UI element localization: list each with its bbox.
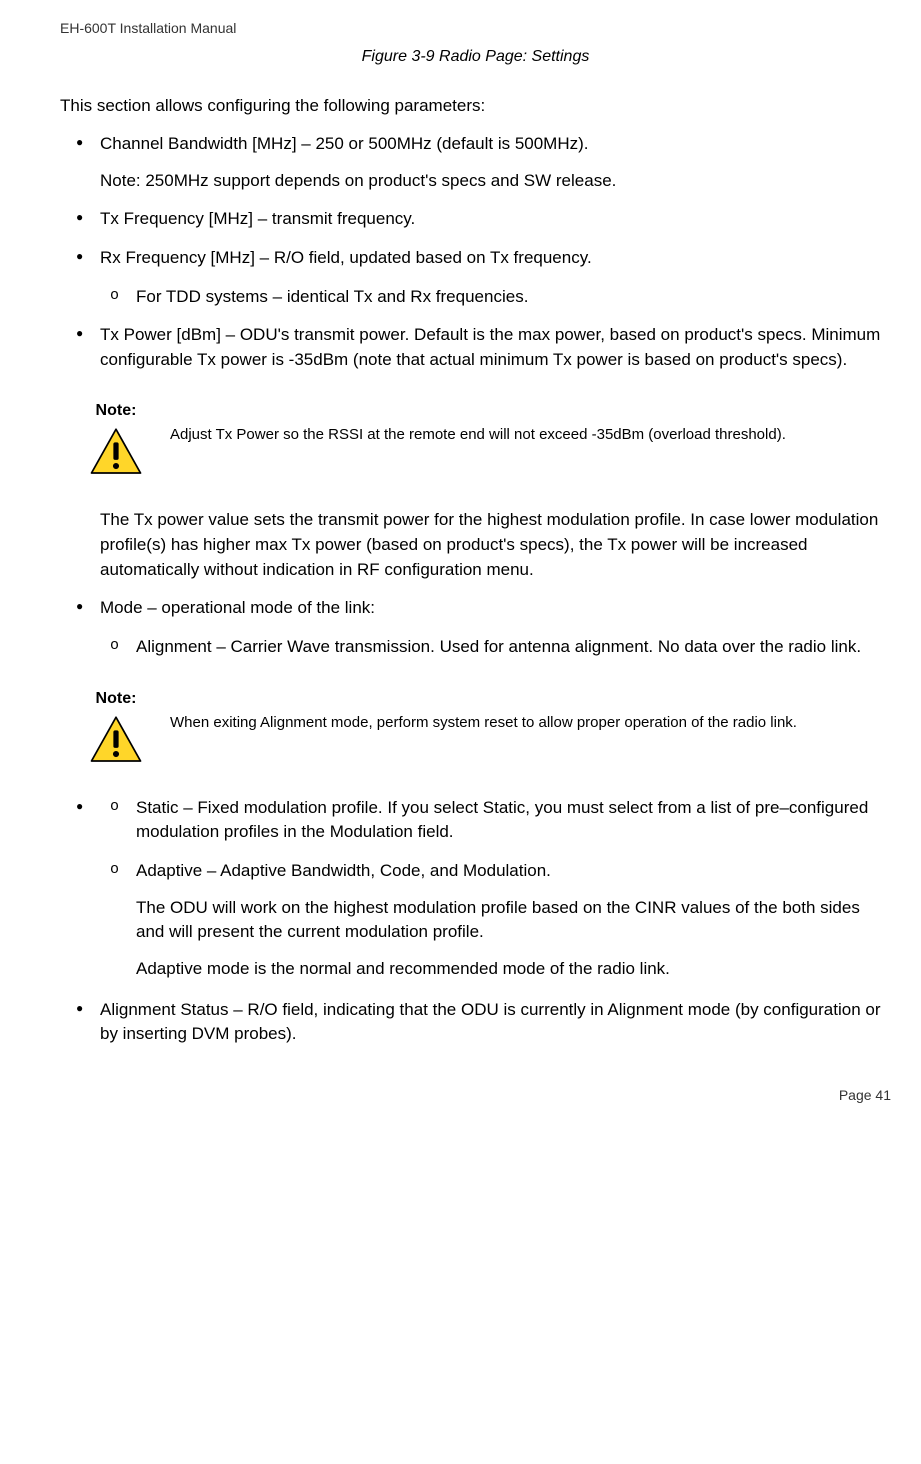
- sub-adaptive-detail1: The ODU will work on the highest modulat…: [136, 896, 891, 945]
- sub-adaptive-detail2: Adaptive mode is the normal and recommen…: [136, 957, 891, 982]
- intro-text: This section allows configuring the foll…: [60, 96, 891, 116]
- bullet-text: Rx Frequency [MHz] – R/O field, updated …: [100, 248, 592, 267]
- note-block-2: Note: When exiting Alignment mode, perfo…: [80, 690, 891, 766]
- bullet-subnote: Note: 250MHz support depends on product'…: [100, 169, 891, 194]
- bullet-text: Channel Bandwidth [MHz] – 250 or 500MHz …: [100, 134, 589, 153]
- bullet-mode: Mode – operational mode of the link: Ali…: [100, 596, 891, 659]
- note-text: Adjust Tx Power so the RSSI at the remot…: [170, 402, 786, 445]
- sub-alignment: Alignment – Carrier Wave transmission. U…: [136, 635, 891, 660]
- sub-text: Adaptive – Adaptive Bandwidth, Code, and…: [136, 861, 551, 880]
- bullet-text: Tx Power [dBm] – ODU's transmit power. D…: [100, 325, 880, 369]
- note-block-1: Note: Adjust Tx Power so the RSSI at the…: [80, 402, 891, 478]
- bullet-tx-power: Tx Power [dBm] – ODU's transmit power. D…: [100, 323, 891, 372]
- tx-power-paragraph: The Tx power value sets the transmit pow…: [100, 508, 891, 582]
- page-footer: Page 41: [60, 1087, 891, 1103]
- bullet-text: Tx Frequency [MHz] – transmit frequency.: [100, 209, 415, 228]
- doc-header: EH-600T Installation Manual: [60, 20, 891, 36]
- bullet-alignment-status: Alignment Status – R/O field, indicating…: [100, 998, 891, 1047]
- note-label: Note:: [96, 690, 137, 708]
- sub-tdd: For TDD systems – identical Tx and Rx fr…: [136, 285, 891, 310]
- bullet-text: Mode – operational mode of the link:: [100, 598, 375, 617]
- warning-icon: [88, 714, 144, 766]
- warning-icon: [88, 426, 144, 478]
- note-text: When exiting Alignment mode, perform sys…: [170, 690, 797, 733]
- note-label: Note:: [96, 402, 137, 420]
- bullet-channel-bandwidth: Channel Bandwidth [MHz] – 250 or 500MHz …: [100, 132, 891, 193]
- bullet-rx-frequency: Rx Frequency [MHz] – R/O field, updated …: [100, 246, 891, 309]
- bullet-text: Alignment Status – R/O field, indicating…: [100, 1000, 881, 1044]
- figure-caption: Figure 3-9 Radio Page: Settings: [60, 48, 891, 66]
- sub-static: Static – Fixed modulation profile. If yo…: [136, 796, 891, 845]
- bullet-tx-frequency: Tx Frequency [MHz] – transmit frequency.: [100, 207, 891, 232]
- sub-adaptive: Adaptive – Adaptive Bandwidth, Code, and…: [136, 859, 891, 982]
